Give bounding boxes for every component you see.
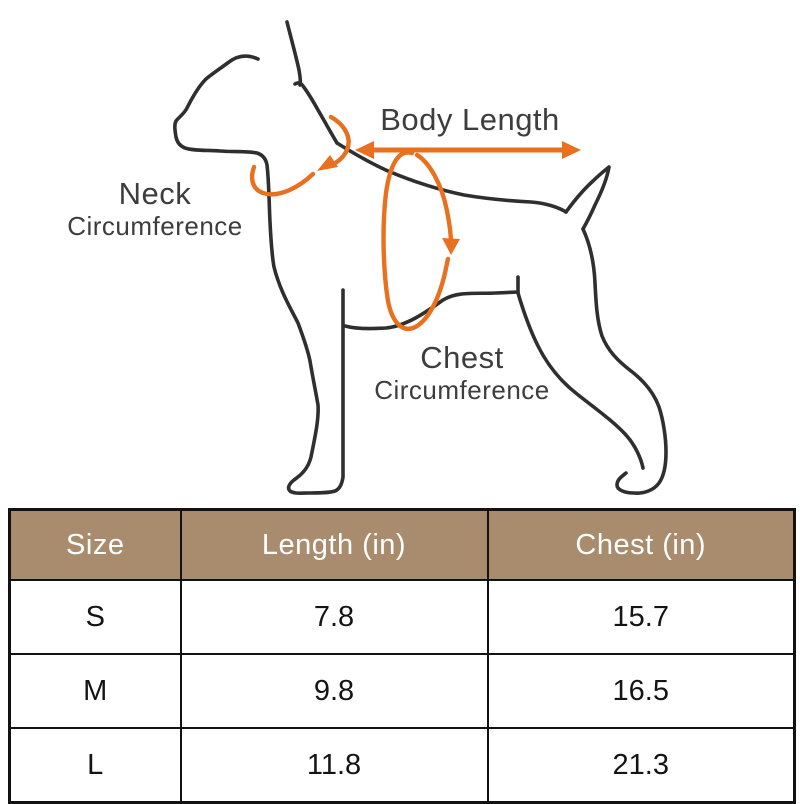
cell-size-s: S: [8, 579, 182, 655]
neck-arrowhead-icon: [317, 155, 338, 171]
cell-length-m: 9.8: [179, 653, 489, 729]
dog-neck-back-line: [293, 81, 339, 145]
column-header-length: Length (in): [179, 508, 489, 581]
dog-outline-group: [173, 20, 668, 495]
cell-size-l: L: [8, 727, 182, 804]
neck-ring-lower-arc: [249, 164, 316, 197]
body-length-arrowhead-left-icon: [355, 141, 374, 159]
cell-chest-m: 16.5: [486, 653, 796, 729]
chest-ring-left-arc: [381, 150, 451, 332]
cell-chest-s: 15.7: [486, 579, 796, 655]
chest-circumference-label: Chest Circumference: [352, 340, 572, 406]
dog-measurement-diagram: [173, 20, 668, 495]
chest-label-line1: Chest: [420, 340, 504, 375]
column-header-size: Size: [8, 508, 182, 581]
table-row-l: L 11.8 21.3: [8, 727, 796, 804]
table-row-m: M 9.8 16.5: [8, 653, 796, 729]
size-table-header-row: Size Length (in) Chest (in): [8, 508, 796, 581]
column-header-chest: Chest (in): [486, 508, 796, 581]
chest-ring-right-arc: [414, 152, 454, 247]
chest-arrowhead-icon: [442, 238, 460, 255]
measurement-annotations: [249, 114, 581, 332]
cell-size-m: M: [8, 653, 182, 729]
dog-back-line: [335, 141, 568, 214]
chest-label-line2: Circumference: [374, 374, 550, 405]
cell-chest-l: 21.3: [486, 727, 796, 804]
cell-length-l: 11.8: [179, 727, 489, 804]
table-row-s: S 7.8 15.7: [8, 579, 796, 655]
dog-ear-back-line: [285, 20, 303, 87]
neck-label-line2: Circumference: [67, 210, 243, 241]
neck-circumference-label: Neck Circumference: [45, 176, 265, 242]
dog-front-outline: [173, 54, 345, 495]
neck-label-line1: Neck: [118, 176, 192, 211]
dog-rear-thigh-front: [516, 275, 645, 470]
body-length-label: Body Length: [380, 102, 560, 137]
dog-belly-line: [343, 290, 520, 331]
dog-rear-leg: [581, 227, 668, 495]
size-table: Size Length (in) Chest (in) S 7.8 15.7 M…: [8, 508, 796, 804]
dog-tail: [564, 165, 611, 231]
body-length-arrowhead-right-icon: [562, 141, 581, 159]
cell-length-s: 7.8: [179, 579, 489, 655]
